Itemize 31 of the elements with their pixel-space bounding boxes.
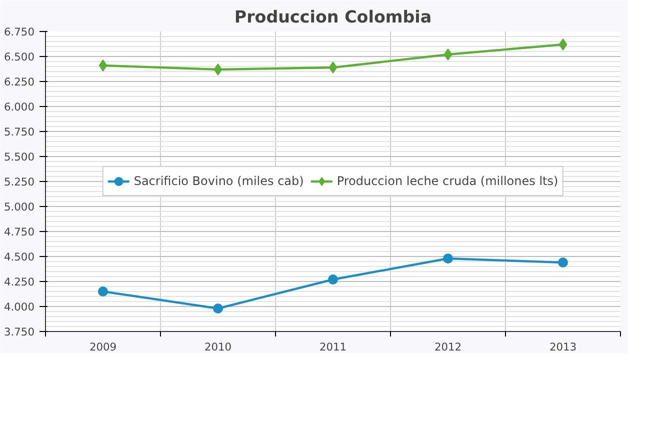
y-tick-label: 4.000 [4,300,35,314]
point [558,38,568,50]
chart-title: Produccion Colombia [234,8,432,26]
point [98,60,108,72]
y-tick-label: 4.750 [4,226,35,238]
x-tick-label: 2011 [319,340,347,354]
legend-label: Sacrificio Bovino (miles cab) [134,174,304,188]
y-tick-label: 4.250 [4,276,35,288]
y-tick-label: 3.750 [4,326,35,338]
point [328,62,338,74]
x-tick-label: 2009 [89,340,117,354]
y-tick-label: 5.500 [4,150,35,164]
y-tick-label: 5.000 [4,200,35,214]
y-tick-label: 6.000 [4,100,35,114]
legend-label: Produccion leche cruda (millones lts) [336,174,558,188]
point [98,286,108,296]
point [213,304,223,314]
y-tick-label: 6.750 [4,26,35,38]
y-tick-label: 5.750 [4,126,35,138]
x-tick-label: 2010 [204,340,232,354]
point [444,48,452,60]
x-tick-label: 2013 [549,340,577,354]
point [558,258,568,268]
point [214,64,222,76]
y-tick-label: 5.250 [4,176,35,188]
x-tick-label: 2012 [434,340,462,354]
y-tick-label: 4.500 [4,250,35,264]
y-tick-label: 6.500 [4,50,35,64]
y-tick-label: 6.250 [4,76,35,88]
point [328,274,338,284]
point [443,254,453,264]
